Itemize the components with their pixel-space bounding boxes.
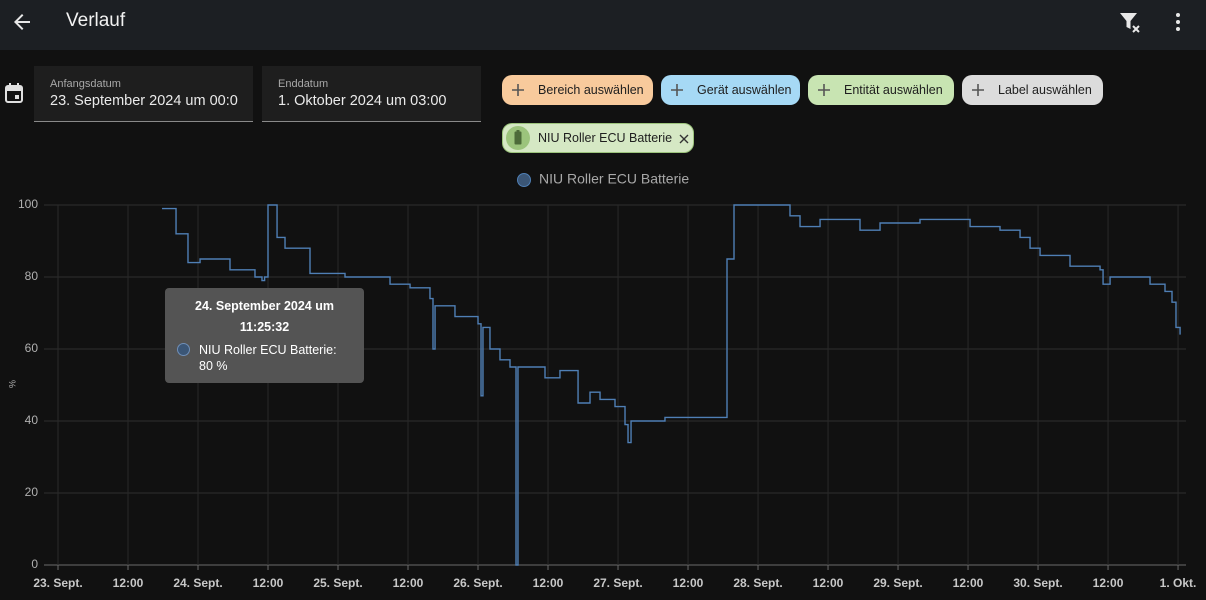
x-tick-label: 12:00 [953,576,984,590]
label-picker[interactable]: Label auswählen [962,75,1103,105]
tooltip-row: NIU Roller ECU Batterie: 80 % [177,342,352,374]
plus-icon [512,84,524,96]
x-tick-label: 12:00 [533,576,564,590]
x-tick-label: 25. Sept. [313,576,362,590]
y-tick-label: 60 [25,341,39,355]
device-picker[interactable]: Gerät auswählen [661,75,800,105]
field-label: Enddatum [278,78,329,90]
x-tick-label: 29. Sept. [873,576,922,590]
x-tick-label: 28. Sept. [733,576,782,590]
top-bar: Verlauf [0,0,1206,50]
entity-picker[interactable]: Entität auswählen [808,75,954,105]
remove-button[interactable] [679,134,689,144]
end-date-field[interactable]: Enddatum 1. Oktober 2024 um 03:00 [262,66,481,122]
x-tick-label: 26. Sept. [453,576,502,590]
start-date-field[interactable]: Anfangsdatum 23. September 2024 um 00:00 [34,66,253,122]
x-tick-label: 1. Okt. [1160,576,1197,590]
page-title: Verlauf [66,10,126,31]
field-label: Anfangsdatum [50,78,121,90]
clear-filter-button[interactable] [1118,11,1142,35]
y-tick-label: 80 [25,269,39,283]
x-tick-label: 12:00 [253,576,284,590]
back-button[interactable] [12,12,32,32]
chip-label: Label auswählen [998,83,1092,97]
chip-label: Bereich auswählen [538,83,644,97]
tooltip: 24. September 2024 um 11:25:32 NIU Rolle… [165,288,364,383]
x-tick-label: 12:00 [1093,576,1124,590]
tooltip-title: 24. September 2024 um 11:25:32 [195,299,334,334]
plus-icon [671,84,683,96]
selected-entity-chip[interactable]: NIU Roller ECU Batterie [502,123,694,153]
y-tick-label: 0 [31,557,38,571]
x-tick-label: 12:00 [393,576,424,590]
battery-icon [506,126,530,150]
area-picker[interactable]: Bereich auswählen [502,75,653,105]
x-tick-label: 12:00 [113,576,144,590]
y-tick-label: 40 [25,413,39,427]
x-tick-label: 30. Sept. [1013,576,1062,590]
x-tick-label: 27. Sept. [593,576,642,590]
x-tick-label: 23. Sept. [33,576,82,590]
series-line [162,204,1181,566]
legend-label: NIU Roller ECU Batterie [539,171,689,187]
plus-icon [972,84,984,96]
chip-label: Entität auswählen [844,83,943,97]
y-tick-label: 100 [18,197,38,211]
x-tick-label: 12:00 [673,576,704,590]
legend-marker [517,173,531,187]
x-tick-label: 12:00 [813,576,844,590]
chip-label: NIU Roller ECU Batterie [538,131,673,145]
plus-icon [818,84,830,96]
tooltip-text: NIU Roller ECU Batterie: 80 % [199,343,337,373]
calendar-icon [5,83,23,103]
y-axis-label: % [7,380,17,388]
menu-button[interactable] [1174,12,1182,32]
chip-label: Gerät auswählen [697,83,792,97]
y-tick-label: 20 [25,485,39,499]
field-value: 23. September 2024 um 00:00 [50,93,238,109]
x-tick-label: 24. Sept. [173,576,222,590]
field-value: 1. Oktober 2024 um 03:00 [278,93,447,109]
